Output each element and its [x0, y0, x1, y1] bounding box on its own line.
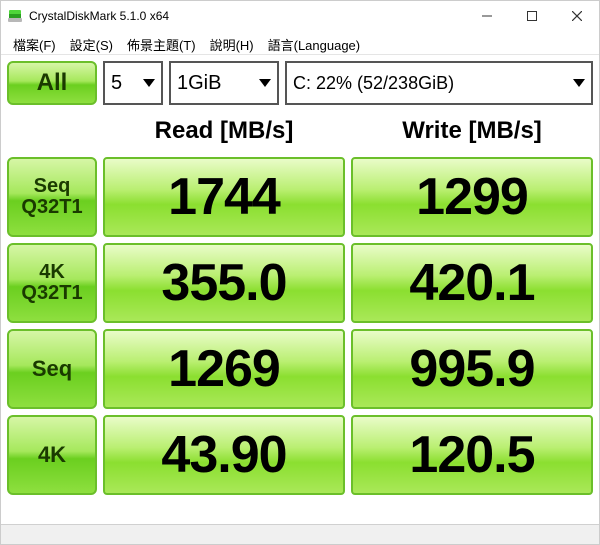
runs-value: 5	[111, 72, 122, 95]
chevron-down-icon	[259, 79, 271, 87]
test-row: Seq Q32T1 1744 1299	[7, 157, 593, 237]
controls-row: All 5 1GiB C: 22% (52/238GiB)	[7, 61, 593, 105]
drive-select[interactable]: C: 22% (52/238GiB)	[285, 61, 593, 105]
write-header: Write [MB/s]	[351, 111, 593, 151]
read-value: 43.90	[103, 415, 345, 495]
maximize-button[interactable]	[509, 1, 554, 31]
test-label-line1: 4K	[38, 443, 66, 466]
test-label-line1: 4K	[39, 262, 65, 283]
drive-value: C: 22% (52/238GiB)	[293, 73, 454, 94]
window-controls	[464, 1, 599, 31]
seq-q32t1-button[interactable]: Seq Q32T1	[7, 157, 97, 237]
close-button[interactable]	[554, 1, 599, 31]
read-value: 355.0	[103, 243, 345, 323]
write-value: 120.5	[351, 415, 593, 495]
test-row: 4K Q32T1 355.0 420.1	[7, 243, 593, 323]
menu-file[interactable]: 檔案(F)	[7, 33, 62, 52]
test-label-line2: Q32T1	[21, 197, 82, 218]
write-value: 1299	[351, 157, 593, 237]
test-label-line1: Seq	[32, 357, 72, 380]
test-row: Seq 1269 995.9	[7, 329, 593, 409]
selectors: 5 1GiB C: 22% (52/238GiB)	[103, 61, 593, 105]
chevron-down-icon	[573, 79, 585, 87]
titlebar: CrystalDiskMark 5.1.0 x64	[1, 1, 599, 31]
statusbar	[1, 524, 599, 544]
write-value: 420.1	[351, 243, 593, 323]
menu-language[interactable]: 語言(Language)	[262, 33, 367, 52]
write-value: 995.9	[351, 329, 593, 409]
seq-button[interactable]: Seq	[7, 329, 97, 409]
4k-button[interactable]: 4K	[7, 415, 97, 495]
menu-theme[interactable]: 佈景主題(T)	[121, 33, 202, 52]
runs-select[interactable]: 5	[103, 61, 163, 105]
benchmark-area: All 5 1GiB C: 22% (52/238GiB) Rea	[1, 55, 599, 524]
size-value: 1GiB	[177, 72, 221, 95]
window-title: CrystalDiskMark 5.1.0 x64	[29, 9, 464, 23]
read-header: Read [MB/s]	[103, 111, 345, 151]
column-headers: Read [MB/s] Write [MB/s]	[7, 111, 593, 151]
header-spacer	[7, 111, 97, 151]
size-select[interactable]: 1GiB	[169, 61, 279, 105]
menubar: 檔案(F) 設定(S) 佈景主題(T) 說明(H) 語言(Language)	[1, 31, 599, 55]
all-button-label: All	[37, 70, 68, 95]
menu-help[interactable]: 說明(H)	[204, 33, 260, 52]
read-value: 1269	[103, 329, 345, 409]
menu-settings[interactable]: 設定(S)	[64, 33, 119, 52]
minimize-button[interactable]	[464, 1, 509, 31]
test-label-line2: Q32T1	[21, 283, 82, 304]
test-row: 4K 43.90 120.5	[7, 415, 593, 495]
chevron-down-icon	[143, 79, 155, 87]
test-label-line1: Seq	[34, 176, 71, 197]
4k-q32t1-button[interactable]: 4K Q32T1	[7, 243, 97, 323]
app-icon	[7, 8, 23, 24]
all-button[interactable]: All	[7, 61, 97, 105]
app-window: CrystalDiskMark 5.1.0 x64 檔案(F) 設定(S) 佈景…	[0, 0, 600, 545]
read-value: 1744	[103, 157, 345, 237]
